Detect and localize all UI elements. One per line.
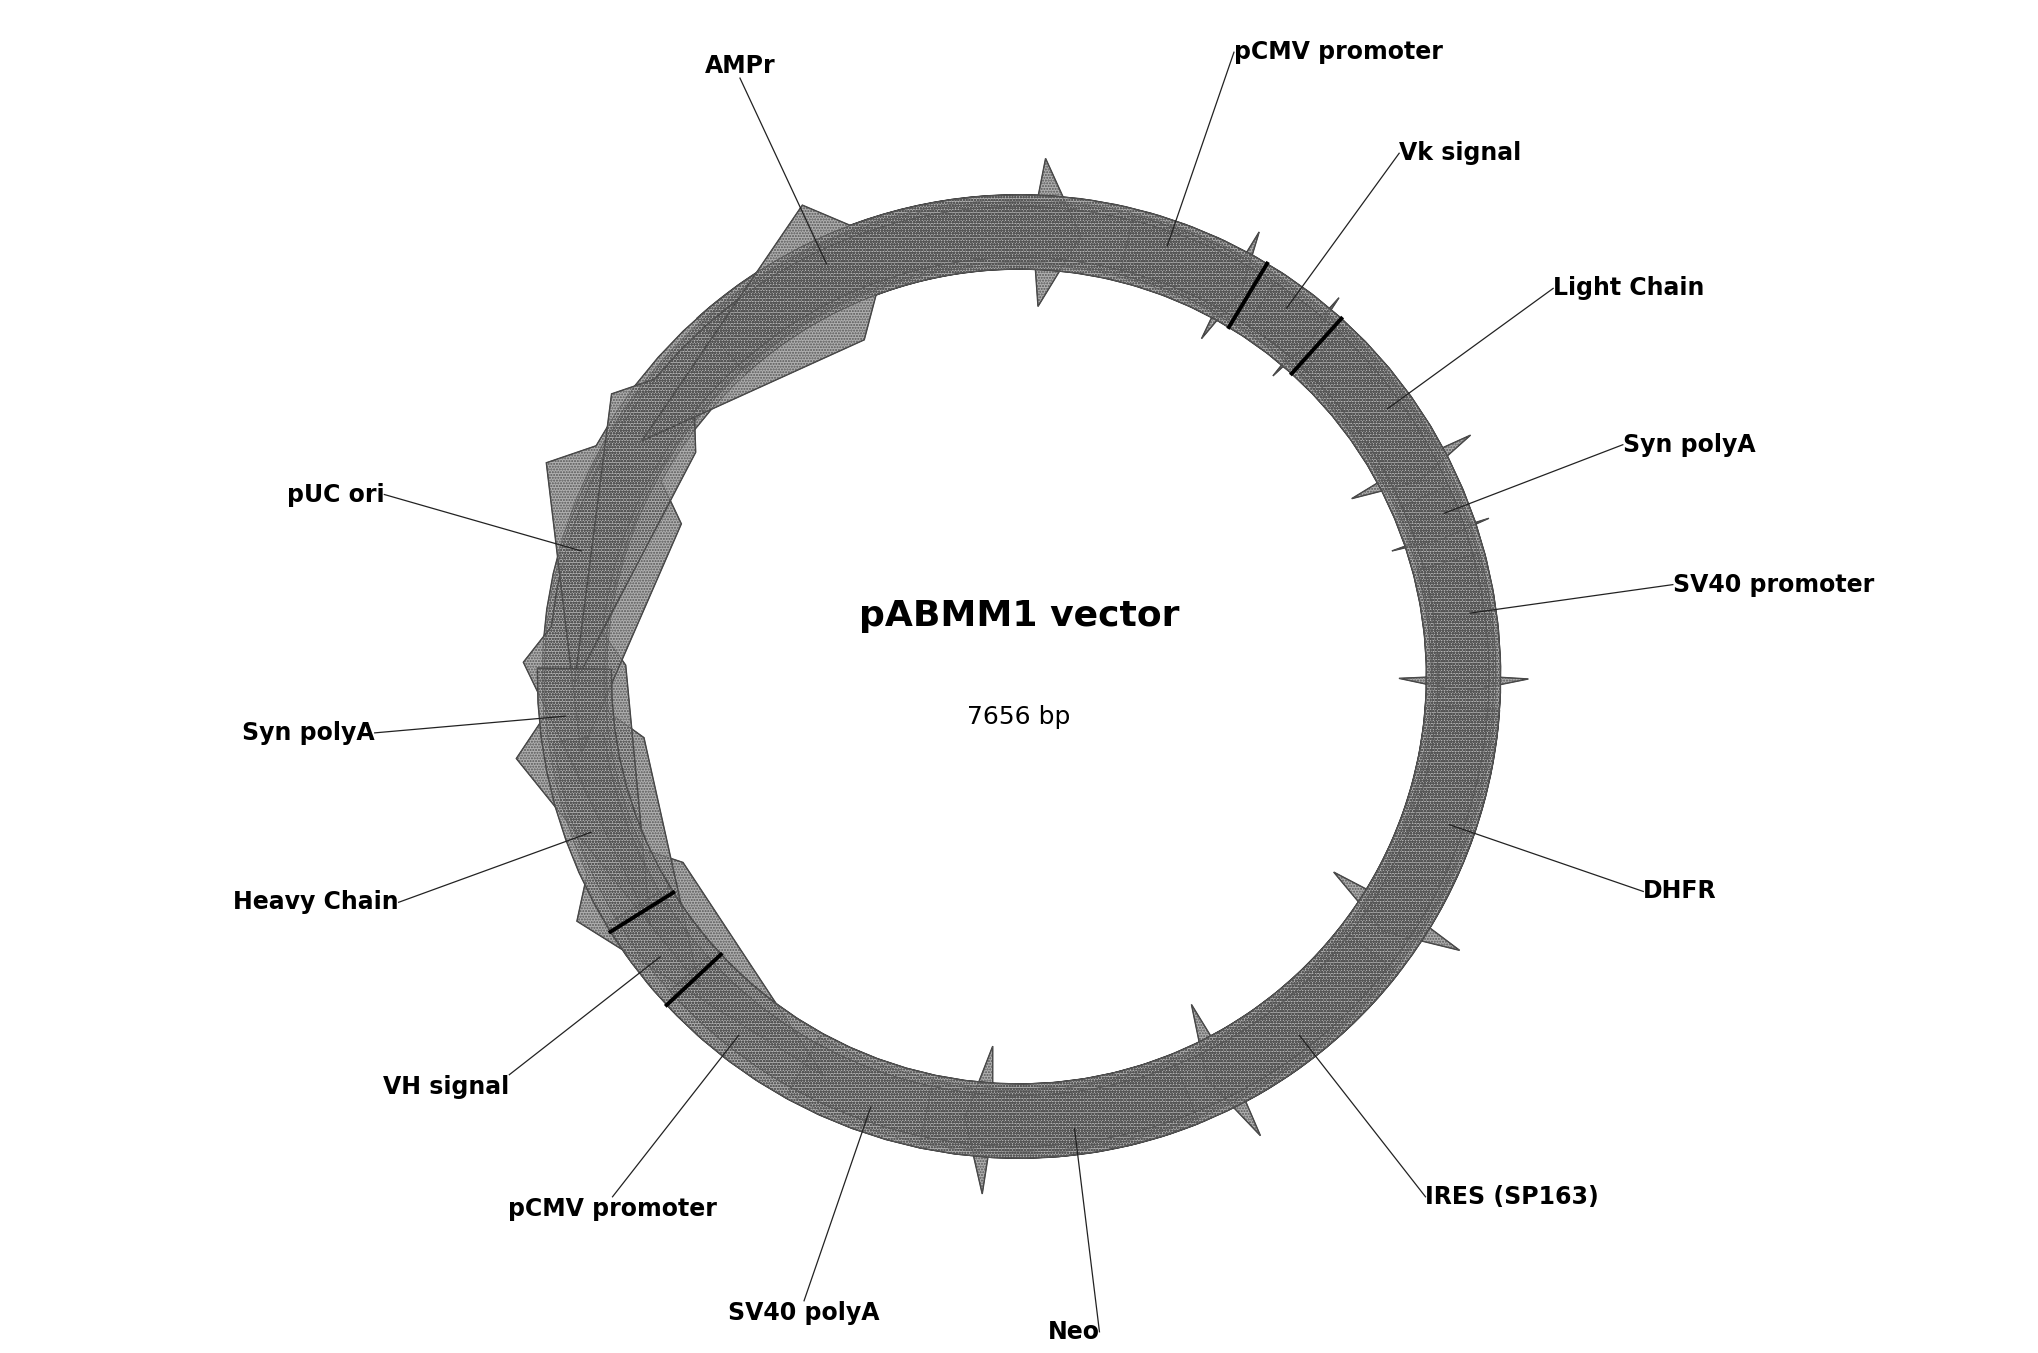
Polygon shape xyxy=(1392,486,1490,551)
Polygon shape xyxy=(544,202,1494,1151)
Text: Syn polyA: Syn polyA xyxy=(1622,433,1755,457)
Text: AMPr: AMPr xyxy=(705,54,774,78)
Text: IRES (SP163): IRES (SP163) xyxy=(1425,1185,1600,1208)
Text: Heavy Chain: Heavy Chain xyxy=(232,890,399,915)
Text: pCMV promoter: pCMV promoter xyxy=(507,1197,717,1220)
Polygon shape xyxy=(1333,705,1500,950)
Polygon shape xyxy=(554,207,1490,1146)
Polygon shape xyxy=(546,195,1500,1158)
Polygon shape xyxy=(1398,553,1528,691)
Text: pCMV promoter: pCMV promoter xyxy=(1233,41,1443,64)
Polygon shape xyxy=(1119,215,1259,338)
Text: pUC ori: pUC ori xyxy=(287,483,385,506)
Text: 7656 bp: 7656 bp xyxy=(968,705,1070,729)
Text: Vk signal: Vk signal xyxy=(1400,141,1522,165)
Polygon shape xyxy=(524,206,1490,1147)
Polygon shape xyxy=(1300,326,1471,499)
Text: VH signal: VH signal xyxy=(383,1074,510,1099)
Polygon shape xyxy=(516,199,1496,1153)
Polygon shape xyxy=(538,195,1500,1158)
Text: DHFR: DHFR xyxy=(1643,879,1716,904)
Text: pABMM1 vector: pABMM1 vector xyxy=(858,599,1180,633)
Text: Light Chain: Light Chain xyxy=(1553,276,1704,300)
Text: Syn polyA: Syn polyA xyxy=(243,721,375,746)
Text: Neo: Neo xyxy=(1048,1319,1098,1344)
Polygon shape xyxy=(697,158,1080,373)
Polygon shape xyxy=(1192,927,1398,1135)
Polygon shape xyxy=(964,1046,1200,1193)
Polygon shape xyxy=(1247,283,1339,376)
Text: SV40 promoter: SV40 promoter xyxy=(1673,572,1875,597)
Text: SV40 polyA: SV40 polyA xyxy=(728,1300,880,1325)
